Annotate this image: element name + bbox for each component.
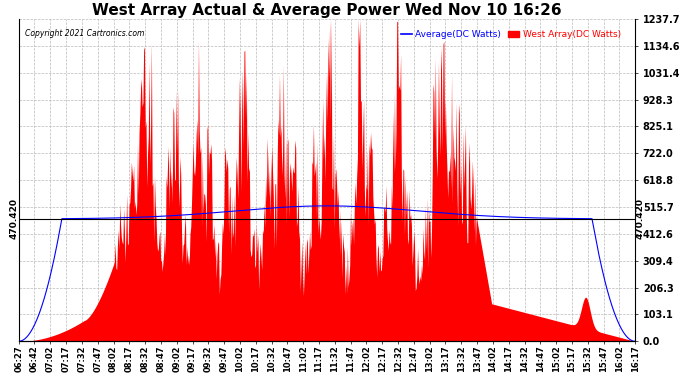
Title: West Array Actual & Average Power Wed Nov 10 16:26: West Array Actual & Average Power Wed No… [92, 3, 562, 18]
Text: 470.420: 470.420 [10, 198, 19, 239]
Legend: Average(DC Watts), West Array(DC Watts): Average(DC Watts), West Array(DC Watts) [397, 27, 624, 43]
Text: 470.420: 470.420 [635, 198, 644, 239]
Text: Copyright 2021 Cartronics.com: Copyright 2021 Cartronics.com [25, 28, 144, 38]
